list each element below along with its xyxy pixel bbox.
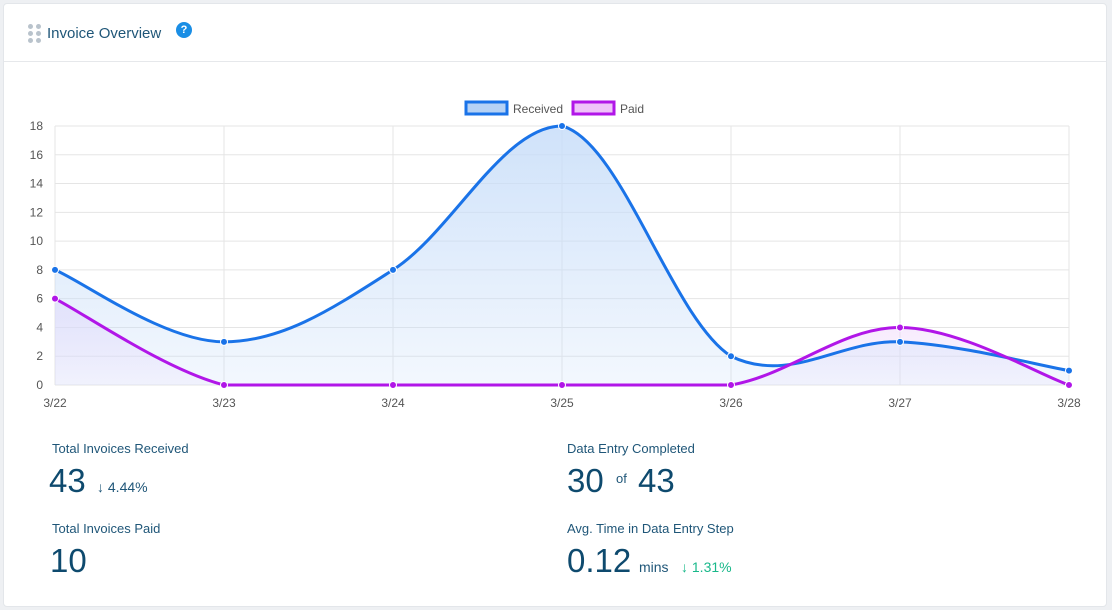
data-point-received — [1065, 366, 1073, 375]
y-tick-label: 14 — [30, 177, 44, 191]
x-tick-label: 3/24 — [381, 396, 405, 410]
x-tick-label: 3/28 — [1057, 396, 1081, 410]
data-entry-completed: 30 — [567, 462, 604, 499]
data-point-received — [389, 265, 397, 274]
y-tick-label: 12 — [30, 205, 44, 219]
data-point-received — [727, 352, 735, 361]
avg-time-label: Avg. Time in Data Entry Step — [567, 521, 734, 536]
y-tick-label: 8 — [36, 263, 43, 277]
legend-swatch-received — [464, 100, 509, 116]
data-point-paid — [727, 381, 735, 389]
received-change: ↓ 4.44% — [97, 479, 148, 495]
total-received-label: Total Invoices Received — [52, 441, 189, 456]
arrow-down-icon: ↓ — [681, 559, 688, 575]
y-tick-label: 18 — [30, 119, 44, 133]
data-entry-total: 43 — [638, 462, 675, 499]
avg-time-value: 0.12 — [567, 542, 632, 579]
data-point-paid — [220, 381, 228, 389]
x-tick-label: 3/27 — [888, 396, 912, 410]
data-point-received — [51, 265, 59, 274]
y-tick-label: 0 — [36, 378, 43, 392]
x-tick-label: 3/25 — [550, 396, 574, 410]
legend-label-paid: Paid — [620, 102, 644, 116]
data-point-paid — [1065, 381, 1073, 389]
y-tick-label: 2 — [36, 349, 43, 363]
y-tick-label: 4 — [36, 320, 43, 334]
data-entry-label: Data Entry Completed — [567, 441, 695, 456]
help-icon[interactable]: ? — [176, 22, 192, 38]
series-area-received — [55, 126, 1069, 385]
data-point-paid — [389, 381, 397, 389]
data-point-received — [896, 337, 904, 346]
data-point-paid — [896, 323, 904, 332]
x-tick-label: 3/22 — [43, 396, 67, 410]
avg-time-change: ↓ 1.31% — [681, 559, 732, 575]
avg-time-change-value: 1.31% — [691, 559, 732, 575]
legend-swatch-paid — [571, 100, 616, 116]
total-paid-label: Total Invoices Paid — [52, 521, 161, 536]
arrow-down-icon: ↓ — [97, 479, 104, 495]
data-point-paid — [51, 294, 59, 303]
invoice-line-chart: 0 2 4 6 8 10 12 14 16 18 3/22 3/23 3/24 3/25 3/26 3/27 3… — [30, 100, 1081, 410]
drag-handle-icon[interactable] — [28, 24, 41, 44]
card-header: Invoice Overview ? — [4, 4, 1106, 62]
data-point-paid — [558, 381, 566, 389]
x-tick-label: 3/23 — [212, 396, 236, 410]
y-tick-label: 16 — [30, 148, 44, 162]
total-paid-value: 10 — [50, 542, 87, 579]
legend-label-received: Received — [513, 102, 563, 116]
data-point-received — [558, 122, 566, 130]
y-tick-label: 6 — [36, 292, 43, 306]
card-title: Invoice Overview — [47, 25, 162, 42]
received-change-value: 4.44% — [107, 479, 148, 495]
y-tick-label: 10 — [30, 234, 44, 248]
x-tick-label: 3/26 — [719, 396, 743, 410]
data-point-received — [220, 337, 228, 346]
total-received-value: 43 — [49, 462, 86, 499]
data-entry-of: of — [616, 471, 627, 486]
avg-time-unit: mins — [639, 559, 669, 575]
